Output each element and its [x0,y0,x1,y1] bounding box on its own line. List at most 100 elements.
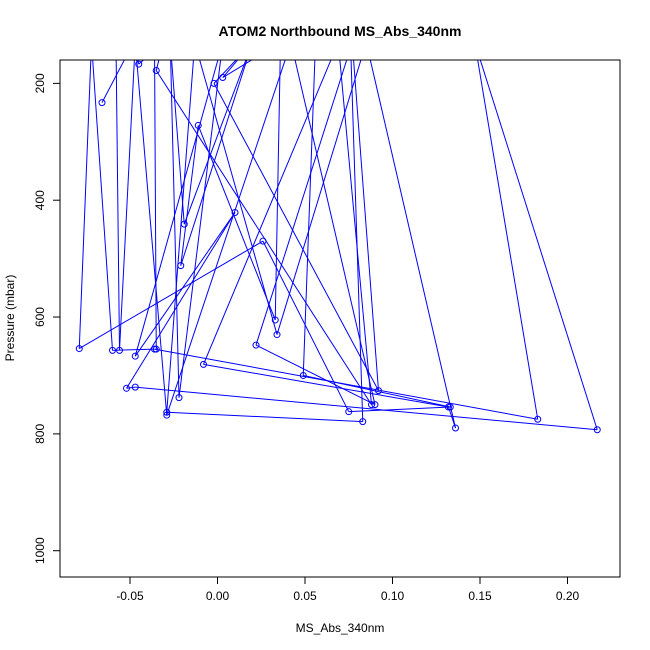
data-point [163,411,171,419]
series-segment [166,60,194,413]
data-point [131,383,139,391]
data-point [299,371,307,379]
series-segment [255,60,348,346]
series-segment [171,60,185,225]
series-segment [178,60,222,398]
data-point [200,360,207,368]
data-point [231,208,239,216]
series-segment [126,386,136,389]
y-axis: 200 400 600 800 1000 [33,73,60,564]
series-segment [138,60,145,65]
series-segment [134,60,219,357]
series-segment [136,60,168,416]
data-point [273,331,281,339]
series-segment [166,60,286,416]
data-point [452,424,459,432]
x-tick-label: 0.00 [206,589,230,603]
data-point [252,341,260,349]
series-segment [170,60,180,398]
series-segment [203,60,332,365]
series-segment [477,60,539,420]
data-point [152,67,160,75]
data-point [152,345,160,353]
series-segment [213,60,237,84]
x-tick-label: 0.20 [556,589,580,603]
series-segment [183,60,247,225]
series-segment [119,60,135,351]
data-point [371,401,379,409]
series-segment [78,60,92,349]
series-segment [276,60,362,335]
data-point [175,394,183,402]
data-point [109,346,116,354]
data-point [345,408,353,416]
series-segment [262,240,350,412]
series-segment [126,212,236,389]
series-segment [213,83,379,391]
y-tick-label: 1000 [33,537,47,564]
data-point [98,99,106,107]
series-segment [115,60,120,351]
data-point [368,401,375,409]
plot-frame [59,59,621,578]
data-point [163,408,171,416]
x-axis-label: MS_Abs_340nm [296,621,385,635]
data-point [593,426,601,434]
data-point [180,220,188,228]
y-tick-label: 800 [33,424,47,444]
series-segment [135,386,598,431]
data-point [534,415,542,423]
series-segment [155,60,160,71]
series-segment [255,344,376,406]
series-segment [134,212,236,357]
series-segment [154,348,538,420]
x-tick-label: 0.10 [381,589,405,603]
chart-title: ATOM2 Northbound MS_Abs_340nm [219,23,462,39]
data-point [271,316,279,324]
series-segment [180,60,248,266]
series-segment [180,125,199,266]
series-segment [78,240,264,350]
series-segment [353,60,379,391]
data-point [210,79,218,87]
series-segment [203,363,449,408]
series-segment [166,411,363,423]
data-point [131,352,139,360]
series-segment [199,60,278,335]
series-layer [75,60,601,434]
data-point [177,262,185,270]
series-segment [101,60,125,103]
x-tick-label: 0.15 [468,589,492,603]
data-point [75,345,83,353]
series-segment [112,348,155,351]
series-segment [92,60,113,351]
data-point [123,384,130,392]
series-segment [302,60,316,376]
x-tick-label: 0.05 [293,589,317,603]
data-point [446,403,454,411]
series-segment [222,60,253,78]
series-segment [294,60,376,405]
data-point [219,74,227,82]
series-segment [274,60,281,320]
series-segment [155,70,372,405]
y-tick-label: 600 [33,307,47,327]
y-axis-label: Pressure (mbar) [3,275,17,362]
series-segment [348,406,451,413]
x-axis: -0.05 0.00 0.05 0.10 0.15 0.20 [116,577,580,603]
series-segment [369,60,456,429]
data-point [375,387,382,395]
y-tick-label: 200 [33,73,47,93]
data-point [116,346,123,354]
data-point [135,60,143,68]
data-point [259,237,267,245]
series-segment [197,125,276,321]
series-segment [154,60,157,350]
data-point [359,418,367,426]
series-segment [222,60,239,78]
series-segment [339,60,372,405]
x-tick-label: -0.05 [116,589,144,603]
y-tick-label: 400 [33,190,47,210]
series-segment [479,60,598,430]
